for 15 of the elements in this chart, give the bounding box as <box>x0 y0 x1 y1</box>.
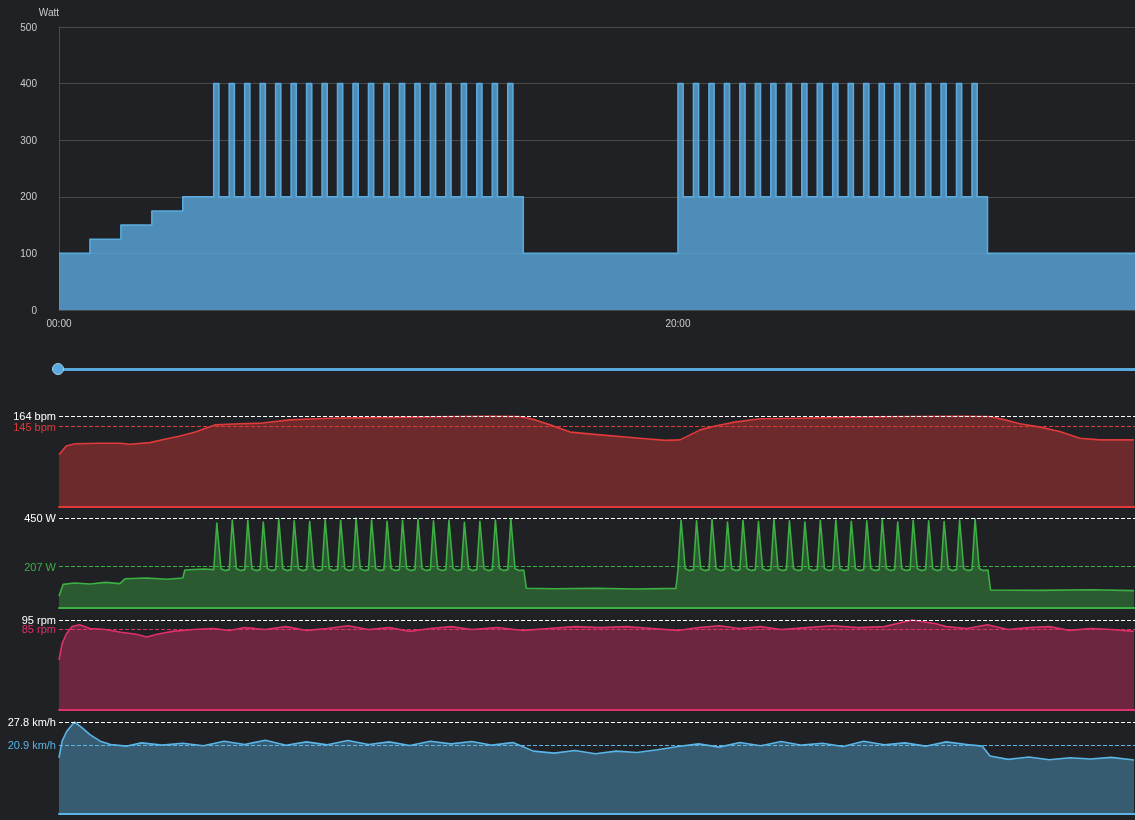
ref-line-label: 95 rpm <box>21 614 56 626</box>
y-tick-label: 400 <box>20 78 38 90</box>
y-tick-label: 100 <box>20 247 38 259</box>
y-tick-label: 200 <box>20 191 38 203</box>
y-tick-label: 300 <box>20 134 38 146</box>
ref-line-label: 20.9 km/h <box>7 738 56 751</box>
x-tick-label: 20:00 <box>665 317 691 329</box>
ref-line-label: 207 W <box>24 560 57 573</box>
ref-line-label: 164 bpm <box>13 410 56 422</box>
y-tick-label: 500 <box>20 21 38 33</box>
y-tick-label: 0 <box>31 304 38 316</box>
ref-line-label: 27.8 km/h <box>7 716 56 728</box>
ref-line-label: 450 W <box>24 512 57 524</box>
x-tick-label: 00:00 <box>46 317 72 329</box>
y-axis-title: Watt <box>38 6 60 18</box>
